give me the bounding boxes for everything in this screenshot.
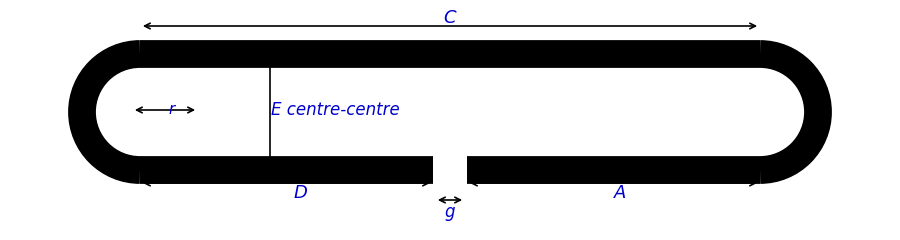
Text: D: D bbox=[293, 184, 307, 202]
Text: A: A bbox=[614, 184, 626, 202]
Text: g: g bbox=[445, 203, 455, 221]
Text: r: r bbox=[169, 102, 176, 118]
Text: E centre-centre: E centre-centre bbox=[271, 101, 400, 119]
Text: C: C bbox=[444, 9, 456, 27]
